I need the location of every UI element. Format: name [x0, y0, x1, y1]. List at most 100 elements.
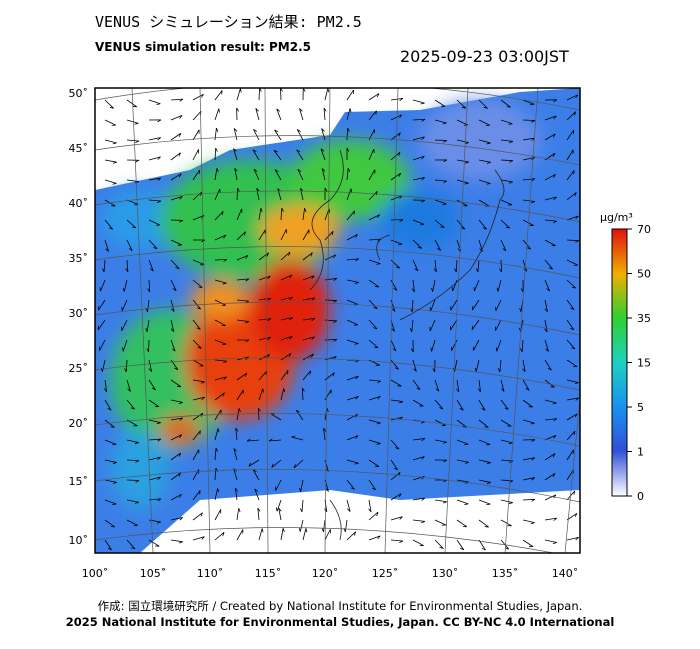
wind-arrow: [246, 438, 260, 442]
wind-arrow: [324, 277, 338, 282]
wind-arrow: [214, 376, 227, 381]
wind-arrow: [544, 339, 549, 352]
wind-arrow: [170, 539, 184, 544]
wind-arrow: [104, 419, 115, 428]
wind-arrow: [192, 339, 202, 349]
wind-arrow: [434, 179, 448, 184]
wind-arrow: [214, 147, 218, 161]
wind-arrow: [275, 479, 282, 491]
lat-label: 20˚: [69, 417, 89, 430]
wind-arrow: [192, 149, 200, 161]
wind-arrow: [192, 129, 200, 141]
wind-arrow: [324, 319, 338, 323]
wind-arrow: [170, 239, 183, 246]
wind-arrow: [104, 539, 112, 551]
wind-arrow: [566, 512, 578, 521]
wind-arrow: [346, 188, 353, 201]
timestamp: 2025-09-23 03:00JST: [400, 47, 569, 66]
wind-arrow: [258, 318, 272, 322]
colorbar-ticks: 70 50 35 15 5 1 0: [627, 223, 651, 503]
wind-arrow: [522, 178, 536, 182]
wind-arrow: [148, 219, 161, 226]
wind-arrow: [302, 297, 316, 301]
colorbar: [611, 228, 628, 497]
wind-arrow: [126, 379, 131, 392]
wind-arrow: [214, 531, 225, 541]
wind-arrow: [214, 509, 222, 521]
wind-arrow: [258, 388, 264, 401]
wind-arrow: [97, 319, 106, 331]
wind-arrow: [390, 172, 402, 181]
wind-arrow: [302, 252, 313, 261]
wind-arrow: [257, 407, 261, 421]
wind-arrow: [544, 99, 558, 103]
wind-arrow: [296, 129, 304, 141]
wind-arrow: [104, 219, 114, 230]
wind-arrow: [390, 219, 404, 223]
wind-arrow: [412, 136, 425, 141]
wind-arrow: [412, 497, 426, 501]
wind-arrow: [522, 539, 534, 548]
wind-arrow: [566, 413, 578, 421]
wind-arrow: [280, 352, 292, 361]
wind-arrow: [126, 399, 135, 410]
wind-arrow: [192, 93, 204, 101]
wind-arrow: [126, 99, 138, 108]
wind-arrow: [321, 128, 326, 141]
wind-arrow: [520, 339, 524, 353]
wind-arrow: [522, 359, 526, 373]
wind-arrow: [566, 319, 575, 331]
wind-arrow: [544, 418, 558, 422]
wind-arrow: [302, 336, 315, 341]
wind-arrow: [566, 94, 579, 101]
wind-arrow: [146, 339, 150, 353]
wind-arrow: [298, 519, 304, 532]
wind-arrow: [192, 449, 200, 461]
wind-arrow: [346, 210, 356, 221]
wind-arrow: [192, 512, 203, 521]
wind-arrow: [478, 159, 491, 164]
wind-arrow: [412, 99, 425, 105]
wind-arrow: [497, 359, 502, 373]
wind-arrow: [323, 427, 327, 441]
wind-arrow: [412, 539, 424, 547]
wind-arrow: [566, 397, 580, 401]
wind-arrow: [236, 88, 242, 101]
wind-arrow: [192, 279, 203, 288]
wind-arrow: [346, 167, 351, 181]
wind-arrow: [148, 456, 161, 461]
wind-arrow: [235, 427, 239, 441]
lat-label: 45˚: [69, 142, 89, 155]
wind-arrow: [126, 139, 140, 143]
wind-arrow: [456, 539, 465, 551]
wind-arrow: [475, 259, 480, 273]
wind-arrow: [324, 299, 338, 303]
wind-arrow: [346, 435, 359, 441]
wind-arrow: [121, 319, 128, 331]
wind-arrow: [478, 119, 490, 126]
wind-arrow: [236, 507, 241, 521]
wind-arrow: [258, 297, 272, 301]
wind-arrow: [454, 259, 458, 273]
wind-arrow: [280, 251, 291, 261]
wind-arrow: [324, 187, 328, 201]
wind-arrow: [268, 438, 282, 442]
wind-arrow: [214, 108, 220, 121]
lat-label: 10˚: [69, 534, 89, 547]
wind-arrow: [214, 168, 219, 181]
wind-arrow: [248, 459, 260, 467]
wind-arrow: [214, 339, 227, 346]
wind-arrow: [412, 199, 426, 203]
wind-arrow: [434, 419, 446, 426]
wind-arrow: [500, 99, 511, 108]
wind-arrow: [170, 132, 182, 141]
wind-arrow: [148, 239, 158, 250]
wind-arrow: [192, 169, 201, 181]
wind-arrow: [434, 519, 447, 526]
wind-arrow: [368, 279, 380, 288]
wind-arrow: [214, 299, 226, 306]
wind-arrow: [170, 195, 183, 201]
wind-arrow: [255, 108, 260, 121]
wind-arrow: [252, 149, 260, 161]
wind-arrow: [323, 107, 327, 121]
